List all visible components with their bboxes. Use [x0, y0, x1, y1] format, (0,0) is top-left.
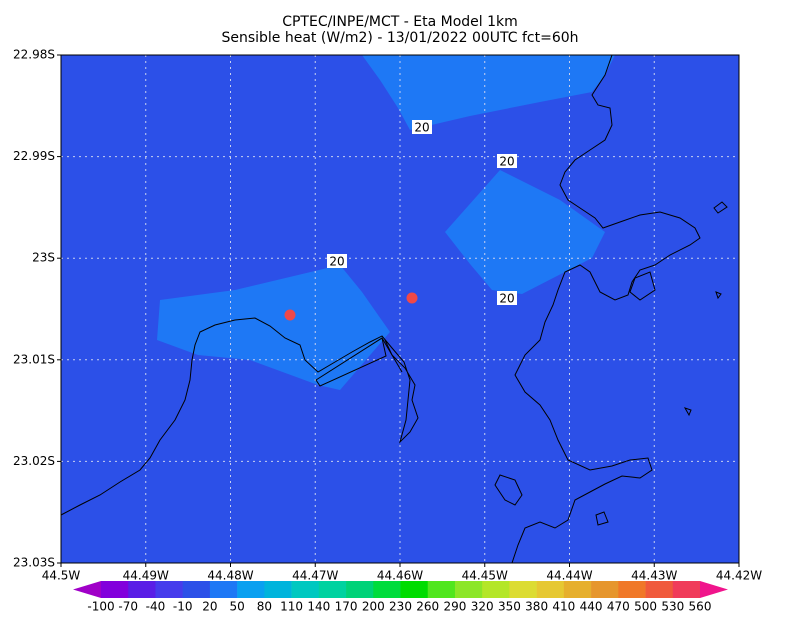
colorbar-box — [427, 581, 456, 598]
colorbar-box — [618, 581, 646, 598]
coastline-east — [511, 54, 701, 564]
colorbar-box — [318, 581, 347, 598]
colorbar-box — [128, 581, 156, 598]
x-tick-label: 44.43W — [631, 569, 677, 583]
y-tick-label: 22.98S — [13, 48, 55, 62]
colorbar-label: 410 — [552, 600, 575, 614]
colorbar-label: 80 — [257, 600, 272, 614]
colorbar-box — [454, 581, 483, 598]
colorbar-box — [591, 581, 619, 598]
colorbar-label: 470 — [607, 600, 630, 614]
colorbar-box — [400, 581, 429, 598]
x-tick-label: 44.45W — [462, 569, 508, 583]
contour-band — [157, 265, 390, 390]
colorbar-box — [645, 581, 674, 598]
colorbar-box — [536, 581, 565, 598]
colorbar-box — [482, 581, 510, 598]
colorbar-label: -100 — [87, 600, 114, 614]
colorbar-box — [237, 581, 265, 598]
y-tick-label: 23.01S — [13, 352, 55, 366]
colorbar-box — [101, 581, 129, 598]
colorbar-label: 440 — [580, 600, 603, 614]
colorbar-box — [155, 581, 183, 598]
coastline-south — [494, 474, 523, 506]
colorbar-label: 530 — [661, 600, 684, 614]
colorbar-box — [264, 581, 292, 598]
x-tick-label: 44.49W — [123, 569, 169, 583]
colorbar-box — [373, 581, 401, 598]
island — [715, 291, 722, 300]
x-tick-label: 44.5W — [42, 569, 81, 583]
contour-label-box — [497, 291, 517, 305]
y-tick-label: 23.03S — [13, 556, 55, 570]
colorbar-label: 140 — [307, 600, 330, 614]
colorbar-box — [182, 581, 211, 598]
colorbar-label: 20 — [202, 600, 217, 614]
colorbar-label: 380 — [525, 600, 548, 614]
contour-label: 20 — [329, 255, 344, 269]
contour-label: 20 — [414, 121, 429, 135]
colorbar-label: 110 — [280, 600, 303, 614]
island — [713, 201, 728, 214]
contour-label: 20 — [499, 155, 514, 169]
colorbar-box — [346, 581, 374, 598]
contour-band — [362, 55, 615, 130]
colorbar-box — [672, 581, 701, 598]
island — [683, 407, 692, 417]
colorbar-box — [509, 581, 537, 598]
colorbar-label: -10 — [173, 600, 193, 614]
colorbar-label: 560 — [689, 600, 712, 614]
island — [629, 271, 656, 301]
x-tick-label: 44.44W — [546, 569, 592, 583]
coastline-spit — [315, 337, 403, 387]
colorbar-label: -70 — [118, 600, 138, 614]
contour-labels: 20 20 20 20 — [327, 120, 517, 306]
chart-subtitle: Sensible heat (W/m2) - 13/01/2022 00UTC … — [221, 30, 578, 46]
location-marker — [284, 309, 296, 321]
contour-label: 20 — [499, 292, 514, 306]
location-marker — [406, 292, 418, 304]
colorbar-label: 50 — [229, 600, 244, 614]
colorbar-high — [700, 581, 728, 598]
contour-label-box — [412, 120, 432, 134]
coastline-west — [60, 317, 419, 516]
y-tick-label: 22.99S — [13, 149, 55, 163]
x-tick-label: 44.46W — [377, 569, 423, 583]
colorbar-label: 350 — [498, 600, 521, 614]
colorbar-label: 500 — [634, 600, 657, 614]
contour-label-box — [497, 154, 517, 168]
chart-title: CPTEC/INPE/MCT - Eta Model 1km — [282, 14, 518, 30]
colorbar-label: 230 — [389, 600, 412, 614]
contour-label-box — [327, 254, 347, 268]
x-tick-label: 44.47W — [292, 569, 338, 583]
y-tick-label: 23S — [32, 251, 55, 265]
colorbar-label: 260 — [416, 600, 439, 614]
colorbar-box — [563, 581, 592, 598]
x-tick-label: 44.48W — [207, 569, 253, 583]
colorbar-label: 170 — [335, 600, 358, 614]
colorbar-box — [209, 581, 238, 598]
colorbar: -100 -70 -40 -10 20 50 80 110 140 170 200 230 260 290… — [73, 581, 728, 614]
axes: 44.5W 44.49W 44.48W 44.47W 44.46W 44.45W 44.44… — [13, 48, 762, 583]
x-tick-label: 44.42W — [716, 569, 762, 583]
colorbar-label: 290 — [444, 600, 467, 614]
y-tick-label: 23.02S — [13, 454, 55, 468]
island — [595, 511, 609, 526]
colorbar-label: 200 — [362, 600, 385, 614]
colorbar-label: 320 — [471, 600, 494, 614]
coastline — [60, 54, 728, 564]
colorbar-label: -40 — [146, 600, 166, 614]
colorbar-box — [291, 581, 320, 598]
colorbar-low — [73, 581, 101, 598]
